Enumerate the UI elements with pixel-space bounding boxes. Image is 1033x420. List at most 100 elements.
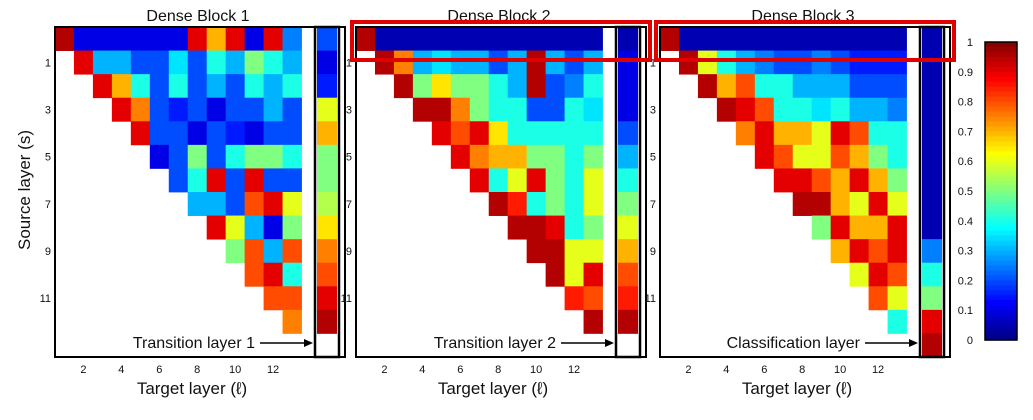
colorbar-segment [985,181,1017,187]
heatmap-cell [660,27,680,51]
plot-frame [355,26,647,358]
heatmap-cell [168,74,189,99]
panel-2 [355,25,647,359]
heatmap-cell [564,286,584,311]
heatmap-cell [754,27,775,51]
colorbar-segment [985,106,1017,113]
heatmap-cell [507,97,528,122]
heatmap-cell [263,192,283,216]
heatmap-cell [887,286,907,311]
heatmap-cell [130,50,151,75]
heatmap-cell [412,50,433,75]
y-tick-label: 11 [40,293,51,305]
heatmap-cell [206,144,227,169]
heatmap-cell [168,50,189,75]
y-axis-label: Source layer (s) [15,130,34,250]
heatmap-cell [187,50,208,75]
heatmap-cell [149,27,170,51]
heatmap-cell [73,27,94,51]
heatmap-cell [849,144,869,169]
heatmap-cell [545,215,565,240]
heatmap-cell [431,121,452,146]
heatmap-cell [225,239,246,264]
heatmap-cell [697,50,718,75]
heatmap-cell [716,97,737,122]
transition-cell [317,215,337,240]
transition-cell [317,192,337,216]
heatmap-cell [811,215,832,240]
heatmap-cell [887,168,907,193]
y-tick-label: 5 [45,152,51,164]
heatmap-cell [507,215,528,240]
heatmap-cell [488,50,509,75]
transition-cell [618,262,638,287]
x-axis-label: Target layer (ℓ) [137,379,247,398]
colorbar-segment [985,156,1017,162]
heatmap-cell [206,121,227,146]
colorbar-segment [985,310,1017,316]
transition-cell [618,239,638,264]
colorbar-segment [985,51,1017,58]
y-tick-label: 7 [346,199,352,211]
heatmap-cell [830,215,851,240]
colorbar-tick-label: 0.3 [958,246,973,258]
x-axis-label: Target layer (ℓ) [742,379,852,398]
transition-cell [317,74,337,99]
colorbar-segment [985,315,1017,321]
heatmap-cell [206,97,227,122]
heatmap-cell [92,74,113,99]
heatmap-cell [887,74,907,99]
heatmap-cell [545,97,565,122]
heatmap-cell [868,239,888,264]
colorbar-segment [985,195,1017,202]
heatmap-cell [792,97,813,122]
heatmap-cell [263,121,283,146]
heatmap-cell [187,121,208,146]
heatmap-cell [244,144,264,169]
colorbar-segment [985,166,1017,172]
heatmap-cell [55,27,75,51]
transition-cell [922,192,942,216]
colorbar-segment [985,225,1017,232]
heatmap-cell [168,121,189,146]
transition-cell [922,121,942,146]
heatmap-cell [412,74,433,99]
heatmap-cell [887,27,907,51]
heatmap-cell [225,192,246,216]
heatmap-cell [868,97,888,122]
heatmap-cell [263,50,283,75]
heatmap-cell [887,144,907,169]
heatmap-cell [206,74,227,99]
heatmap-cell [792,144,813,169]
heatmap-cell [697,74,718,99]
heatmap-cell [583,121,603,146]
colorbar-segment [985,245,1017,252]
colorbar-frame [984,41,1018,341]
heatmap-cell [583,97,603,122]
heatmap-cell [849,74,869,99]
heatmap-cell [811,50,832,75]
heatmap-cell [811,144,832,169]
heatmap-cell [754,50,775,75]
x-tick-label: 2 [80,364,86,376]
x-tick-label: 10 [530,364,542,376]
heatmap-cell [697,27,718,51]
heatmap-cell [507,74,528,99]
heatmap-cell [868,262,888,287]
heatmap-cell [187,97,208,122]
heatmap-cell [830,27,851,51]
heatmap-cell [887,239,907,264]
heatmap-cell [564,239,584,264]
heatmap-cell [168,97,189,122]
colorbar-segment [985,121,1017,128]
colorbar-segment [985,290,1017,296]
heatmap-cell [545,27,565,51]
heatmap-cell [564,144,584,169]
heatmap-cell [469,168,490,193]
heatmap-cell [168,168,189,193]
heatmap-cell [244,192,264,216]
transition-cell [922,239,942,264]
heatmap-cell [849,27,869,51]
colorbar-segment [985,265,1017,272]
x-tick-label: 6 [457,364,463,376]
